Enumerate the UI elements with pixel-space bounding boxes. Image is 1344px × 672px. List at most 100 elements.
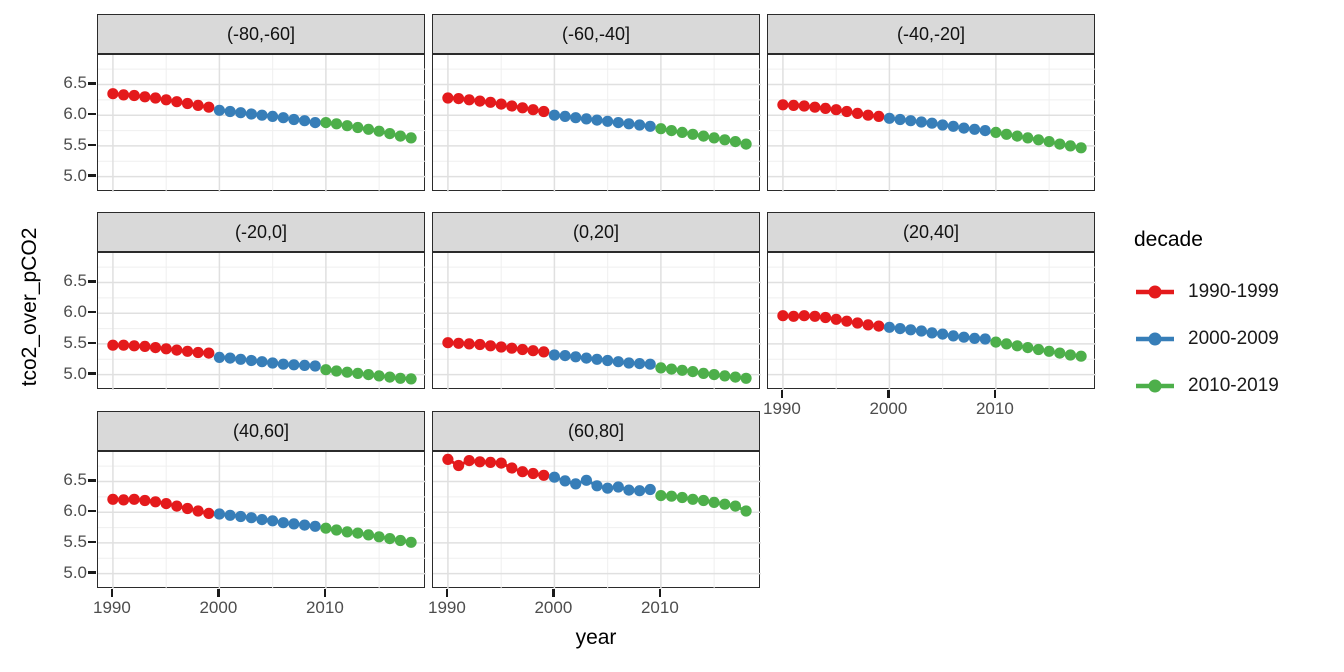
- x-tick-label: 2010: [975, 399, 1014, 418]
- data-point: [570, 112, 582, 124]
- data-point: [559, 475, 571, 487]
- data-point: [384, 128, 396, 140]
- data-point: [979, 333, 991, 345]
- data-point: [516, 466, 529, 478]
- x-tick-mark: [552, 589, 555, 597]
- data-point: [851, 317, 864, 329]
- data-point: [463, 455, 475, 467]
- data-point: [224, 509, 236, 521]
- data-point: [612, 481, 624, 493]
- data-point: [181, 345, 194, 357]
- data-point: [1022, 132, 1034, 144]
- data-point: [277, 112, 289, 124]
- data-point: [107, 88, 119, 100]
- data-point: [937, 328, 949, 340]
- x-tick-label: 2000: [869, 399, 908, 418]
- y-tick-label: 5.5: [63, 134, 87, 154]
- data-point: [862, 109, 874, 121]
- data-point: [1011, 340, 1023, 352]
- data-point: [288, 113, 300, 126]
- data-point: [107, 339, 119, 351]
- data-point: [1075, 142, 1087, 154]
- facet-panel: [432, 451, 761, 589]
- x-tick-label: 1990: [762, 399, 801, 418]
- data-point: [958, 331, 970, 343]
- data-point: [309, 520, 321, 532]
- data-point: [352, 527, 364, 539]
- data-point: [373, 125, 385, 137]
- panel-canvas: [98, 55, 426, 192]
- data-point: [819, 311, 832, 324]
- data-point: [453, 459, 465, 472]
- data-point: [474, 95, 486, 107]
- data-point: [623, 484, 635, 496]
- data-point: [580, 352, 592, 364]
- data-point: [474, 456, 486, 468]
- facet-panel: [97, 451, 426, 589]
- y-tick-label: 5.5: [63, 531, 87, 551]
- panel-canvas: [433, 253, 761, 390]
- data-point: [341, 120, 353, 132]
- facet-strip: (-80,-60]: [97, 14, 425, 54]
- series-2010-2019: [320, 364, 417, 385]
- data-point: [384, 533, 396, 545]
- data-point: [862, 319, 874, 331]
- legend-title: decade: [1134, 228, 1203, 251]
- data-point: [788, 310, 800, 322]
- data-point: [570, 351, 582, 363]
- data-point: [937, 119, 949, 131]
- data-point: [288, 518, 300, 530]
- x-axis-title: year: [575, 626, 617, 649]
- series-2010-2019: [320, 522, 417, 548]
- data-point: [729, 371, 741, 383]
- data-point: [384, 371, 396, 383]
- x-tick-label: 1990: [427, 598, 466, 617]
- facet-strip-label: (-20,0]: [234, 221, 288, 242]
- data-point: [655, 490, 667, 502]
- data-point: [1000, 338, 1013, 350]
- y-tick-mark: [88, 82, 96, 85]
- data-point: [213, 508, 225, 520]
- facet-strip: (20,40]: [767, 212, 1095, 252]
- data-point: [463, 94, 475, 106]
- facet-panel: [767, 54, 1096, 192]
- facet-strip-label: (0,20]: [572, 221, 620, 242]
- data-point: [1054, 138, 1066, 150]
- data-point: [267, 357, 279, 369]
- y-tick-mark: [88, 280, 96, 283]
- data-point: [118, 494, 130, 506]
- data-point: [484, 96, 497, 108]
- data-point: [591, 114, 603, 126]
- facet-strip: (-40,-20]: [767, 14, 1095, 54]
- data-point: [277, 358, 289, 370]
- data-point: [442, 337, 454, 349]
- facet-panel: [432, 54, 761, 192]
- series-2000-2009: [213, 104, 321, 129]
- data-point: [830, 313, 842, 325]
- data-point: [506, 100, 518, 112]
- data-point: [538, 105, 550, 118]
- data-point: [894, 113, 906, 126]
- x-tick-mark: [445, 589, 449, 597]
- y-tick-label: 6.0: [63, 501, 87, 521]
- data-point: [883, 112, 895, 124]
- y-tick-label: 6.5: [63, 73, 87, 93]
- data-point: [352, 121, 364, 134]
- data-point: [171, 500, 183, 512]
- data-point: [256, 356, 268, 368]
- data-point: [267, 515, 279, 527]
- data-point: [644, 358, 656, 370]
- data-point: [958, 122, 970, 134]
- data-point: [181, 502, 194, 515]
- series-1990-1999: [107, 339, 215, 359]
- data-point: [655, 362, 667, 374]
- data-point: [506, 462, 518, 474]
- data-point: [506, 342, 518, 354]
- data-point: [1032, 343, 1045, 356]
- data-point: [905, 324, 917, 336]
- data-point: [484, 456, 497, 468]
- data-point: [979, 125, 991, 137]
- data-point: [149, 342, 162, 354]
- data-point: [139, 340, 151, 352]
- facet-strip: (-20,0]: [97, 212, 425, 252]
